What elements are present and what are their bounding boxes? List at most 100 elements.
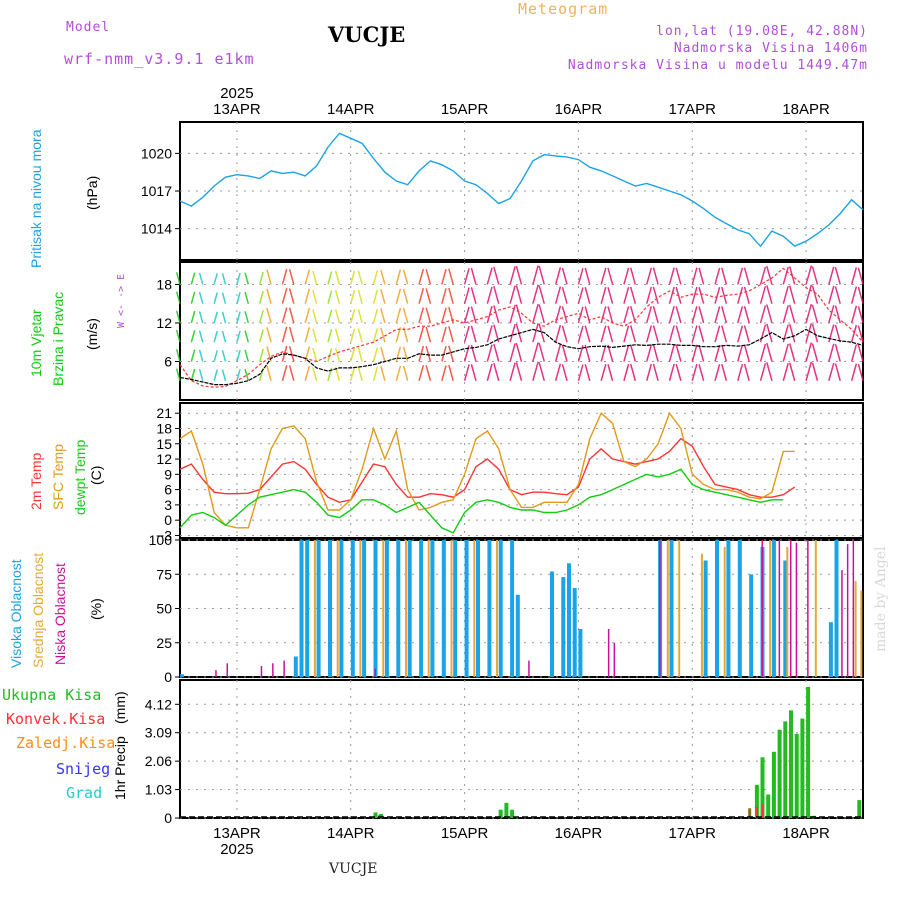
wind-barb — [402, 307, 409, 324]
wind-barb — [486, 344, 493, 362]
wind-barb — [236, 311, 241, 324]
wind-barb — [402, 269, 409, 285]
wind-barb — [175, 329, 181, 343]
wind-barb — [266, 288, 272, 304]
ytick-label: 18 — [156, 420, 172, 436]
wind-barb — [334, 367, 341, 381]
wind-barb — [357, 270, 363, 285]
wind-barb — [629, 286, 637, 304]
wind-barb — [236, 369, 241, 381]
wind-barb — [743, 306, 750, 324]
legend-freezing-rain: Zaledj.Kisa — [16, 734, 116, 752]
cloud-bar-high — [487, 540, 492, 677]
wind-barb — [281, 268, 288, 285]
wind-barb — [470, 267, 477, 285]
cloud-bar-mid — [496, 540, 498, 677]
wind-barb — [759, 266, 767, 285]
wind-barb — [463, 364, 470, 381]
wind-barb — [350, 367, 356, 381]
wind-barb — [561, 306, 568, 324]
wind-barb — [782, 343, 789, 362]
wind-barb — [463, 325, 470, 343]
wind-barb — [493, 362, 500, 381]
wind-barb — [645, 267, 653, 285]
cloud-bar-high — [305, 540, 310, 677]
wind-barb — [221, 330, 227, 343]
precip-bar-total — [754, 784, 759, 818]
wind-barb — [607, 287, 614, 304]
panel-frame-precip — [179, 679, 864, 819]
wind-barbs — [175, 265, 864, 381]
precip-bar-total — [806, 686, 811, 818]
wind-barb — [691, 325, 698, 343]
wind-barb — [645, 306, 653, 324]
cloud-bar-high — [362, 540, 367, 677]
wind-barb — [304, 365, 311, 381]
wind-barb — [357, 309, 363, 324]
wind-barb — [828, 324, 835, 343]
cloud-bar-high — [834, 540, 839, 677]
cloud-bar-low — [659, 540, 661, 677]
wind-barb — [743, 267, 750, 285]
wind-barb — [668, 267, 675, 285]
wind-barb — [493, 266, 500, 285]
wind-barb — [372, 328, 379, 343]
wind-barb — [288, 288, 295, 304]
wind-barb — [418, 307, 425, 324]
cloud-bar-high — [567, 563, 571, 677]
wind-barb — [380, 327, 386, 343]
wind-barb — [554, 286, 562, 304]
wind-barb — [327, 328, 333, 343]
wind-barb — [538, 323, 545, 343]
day-label-top: 14APR — [327, 101, 375, 118]
wind-barb — [425, 268, 432, 285]
wind-barb — [350, 309, 356, 324]
temp-line-sfc — [179, 411, 795, 529]
wind-barb — [395, 346, 402, 362]
wind-barb — [721, 325, 728, 343]
wind-barb — [811, 304, 819, 324]
cloud-bar-high — [771, 540, 776, 677]
wind-barb — [721, 267, 728, 285]
precip-bar-total — [498, 809, 503, 818]
day-label-top: 13APR — [213, 101, 261, 118]
wind-barb — [418, 326, 425, 343]
wind-barb — [743, 344, 750, 362]
wind-barb — [244, 349, 250, 362]
wind-barb — [584, 364, 591, 381]
precip-bar-total — [783, 721, 788, 818]
wind-barb — [538, 285, 545, 304]
cloud-bar-high — [339, 540, 344, 677]
wind-barb — [448, 326, 454, 343]
wind-barb — [350, 347, 356, 362]
gust-line — [179, 267, 864, 388]
cloud-bar-mid — [473, 540, 476, 677]
wind-barb — [645, 344, 653, 362]
precip-bar-total — [777, 729, 782, 818]
footer-station: VUCJE — [329, 861, 378, 877]
wind-barb — [538, 304, 545, 324]
day-label-bottom: 14APR — [327, 825, 375, 842]
wind-barb — [668, 305, 675, 324]
wind-barb — [743, 363, 750, 381]
wind-barb — [509, 304, 516, 324]
cloud-bar-high — [396, 540, 401, 677]
wind-barb — [509, 362, 516, 381]
wind-barb — [372, 347, 379, 362]
cloud-bar-high — [737, 540, 742, 677]
wind-barb — [281, 307, 288, 324]
wind-barb — [788, 324, 796, 343]
legend-snow: Snijeg — [56, 760, 111, 778]
wind-barb — [213, 369, 218, 381]
wind-barb — [327, 271, 333, 285]
wind-barb — [857, 325, 864, 343]
wind-barb — [675, 325, 682, 343]
wind-barb — [236, 292, 241, 304]
wind-barb — [561, 325, 568, 343]
cloud-bar-mid — [723, 546, 726, 677]
precip-bar-total — [504, 802, 509, 818]
wind-barb — [418, 288, 425, 304]
cloud-bar-high — [441, 540, 446, 677]
cloud-bar-mid — [359, 540, 362, 677]
